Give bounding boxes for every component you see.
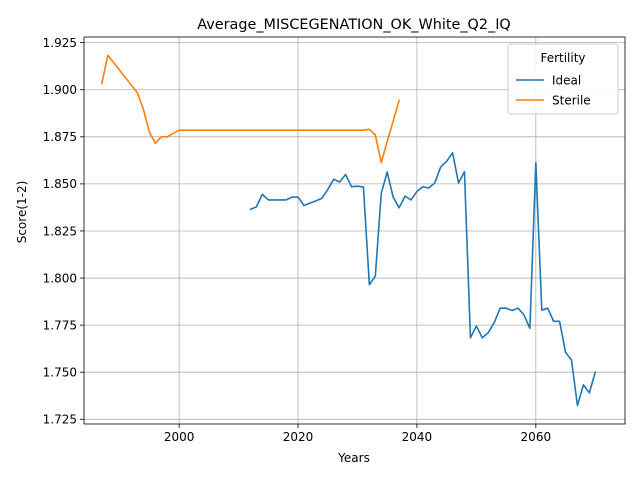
x-tick-label: 2040 (402, 430, 433, 444)
y-tick-label: 1.850 (43, 177, 77, 191)
y-tick-label: 1.875 (43, 130, 77, 144)
series-layer (100, 54, 597, 407)
plot-frame (83, 36, 626, 425)
y-tick-label: 1.775 (43, 318, 77, 332)
x-axis-label: Years (337, 451, 370, 465)
legend-title: Fertility (540, 51, 585, 65)
legend: Fertility Ideal Sterile (507, 43, 619, 115)
y-tick-label: 1.750 (43, 366, 77, 380)
chart-title: Average_MISCEGENATION_OK_White_Q2_IQ (197, 17, 511, 33)
y-tick-label: 1.900 (43, 83, 77, 97)
y-axis-label: Score(1-2) (15, 181, 29, 244)
x-axis: 2000 2020 2040 2060 (164, 424, 551, 444)
legend-label-ideal: Ideal (552, 74, 581, 88)
x-tick-label: 2020 (283, 430, 314, 444)
series-line-sterile (100, 54, 401, 164)
y-tick-label: 1.800 (43, 271, 77, 285)
y-tick-label: 1.925 (43, 36, 77, 50)
y-tick-label: 1.725 (43, 413, 77, 427)
legend-box (507, 43, 619, 115)
series-line-ideal (249, 152, 597, 407)
y-tick-label: 1.825 (43, 224, 77, 238)
x-tick-label: 2000 (164, 430, 195, 444)
y-axis: 1.725 1.750 1.775 1.800 1.825 1.850 1.875 1.900… (43, 36, 84, 427)
x-tick-label: 2060 (521, 430, 552, 444)
legend-label-sterile: Sterile (552, 94, 591, 108)
